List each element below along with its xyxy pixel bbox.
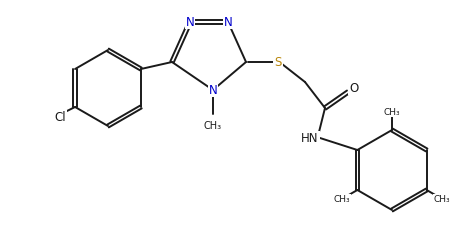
- Text: CH₃: CH₃: [434, 195, 451, 204]
- Text: Cl: Cl: [54, 110, 66, 123]
- Text: CH₃: CH₃: [384, 108, 400, 117]
- Text: HN: HN: [301, 132, 319, 145]
- Text: S: S: [274, 56, 282, 69]
- Text: N: N: [224, 15, 233, 28]
- Text: N: N: [186, 15, 194, 28]
- Text: CH₃: CH₃: [204, 121, 222, 131]
- Text: O: O: [350, 82, 358, 95]
- Text: N: N: [209, 84, 217, 97]
- Text: CH₃: CH₃: [334, 195, 350, 204]
